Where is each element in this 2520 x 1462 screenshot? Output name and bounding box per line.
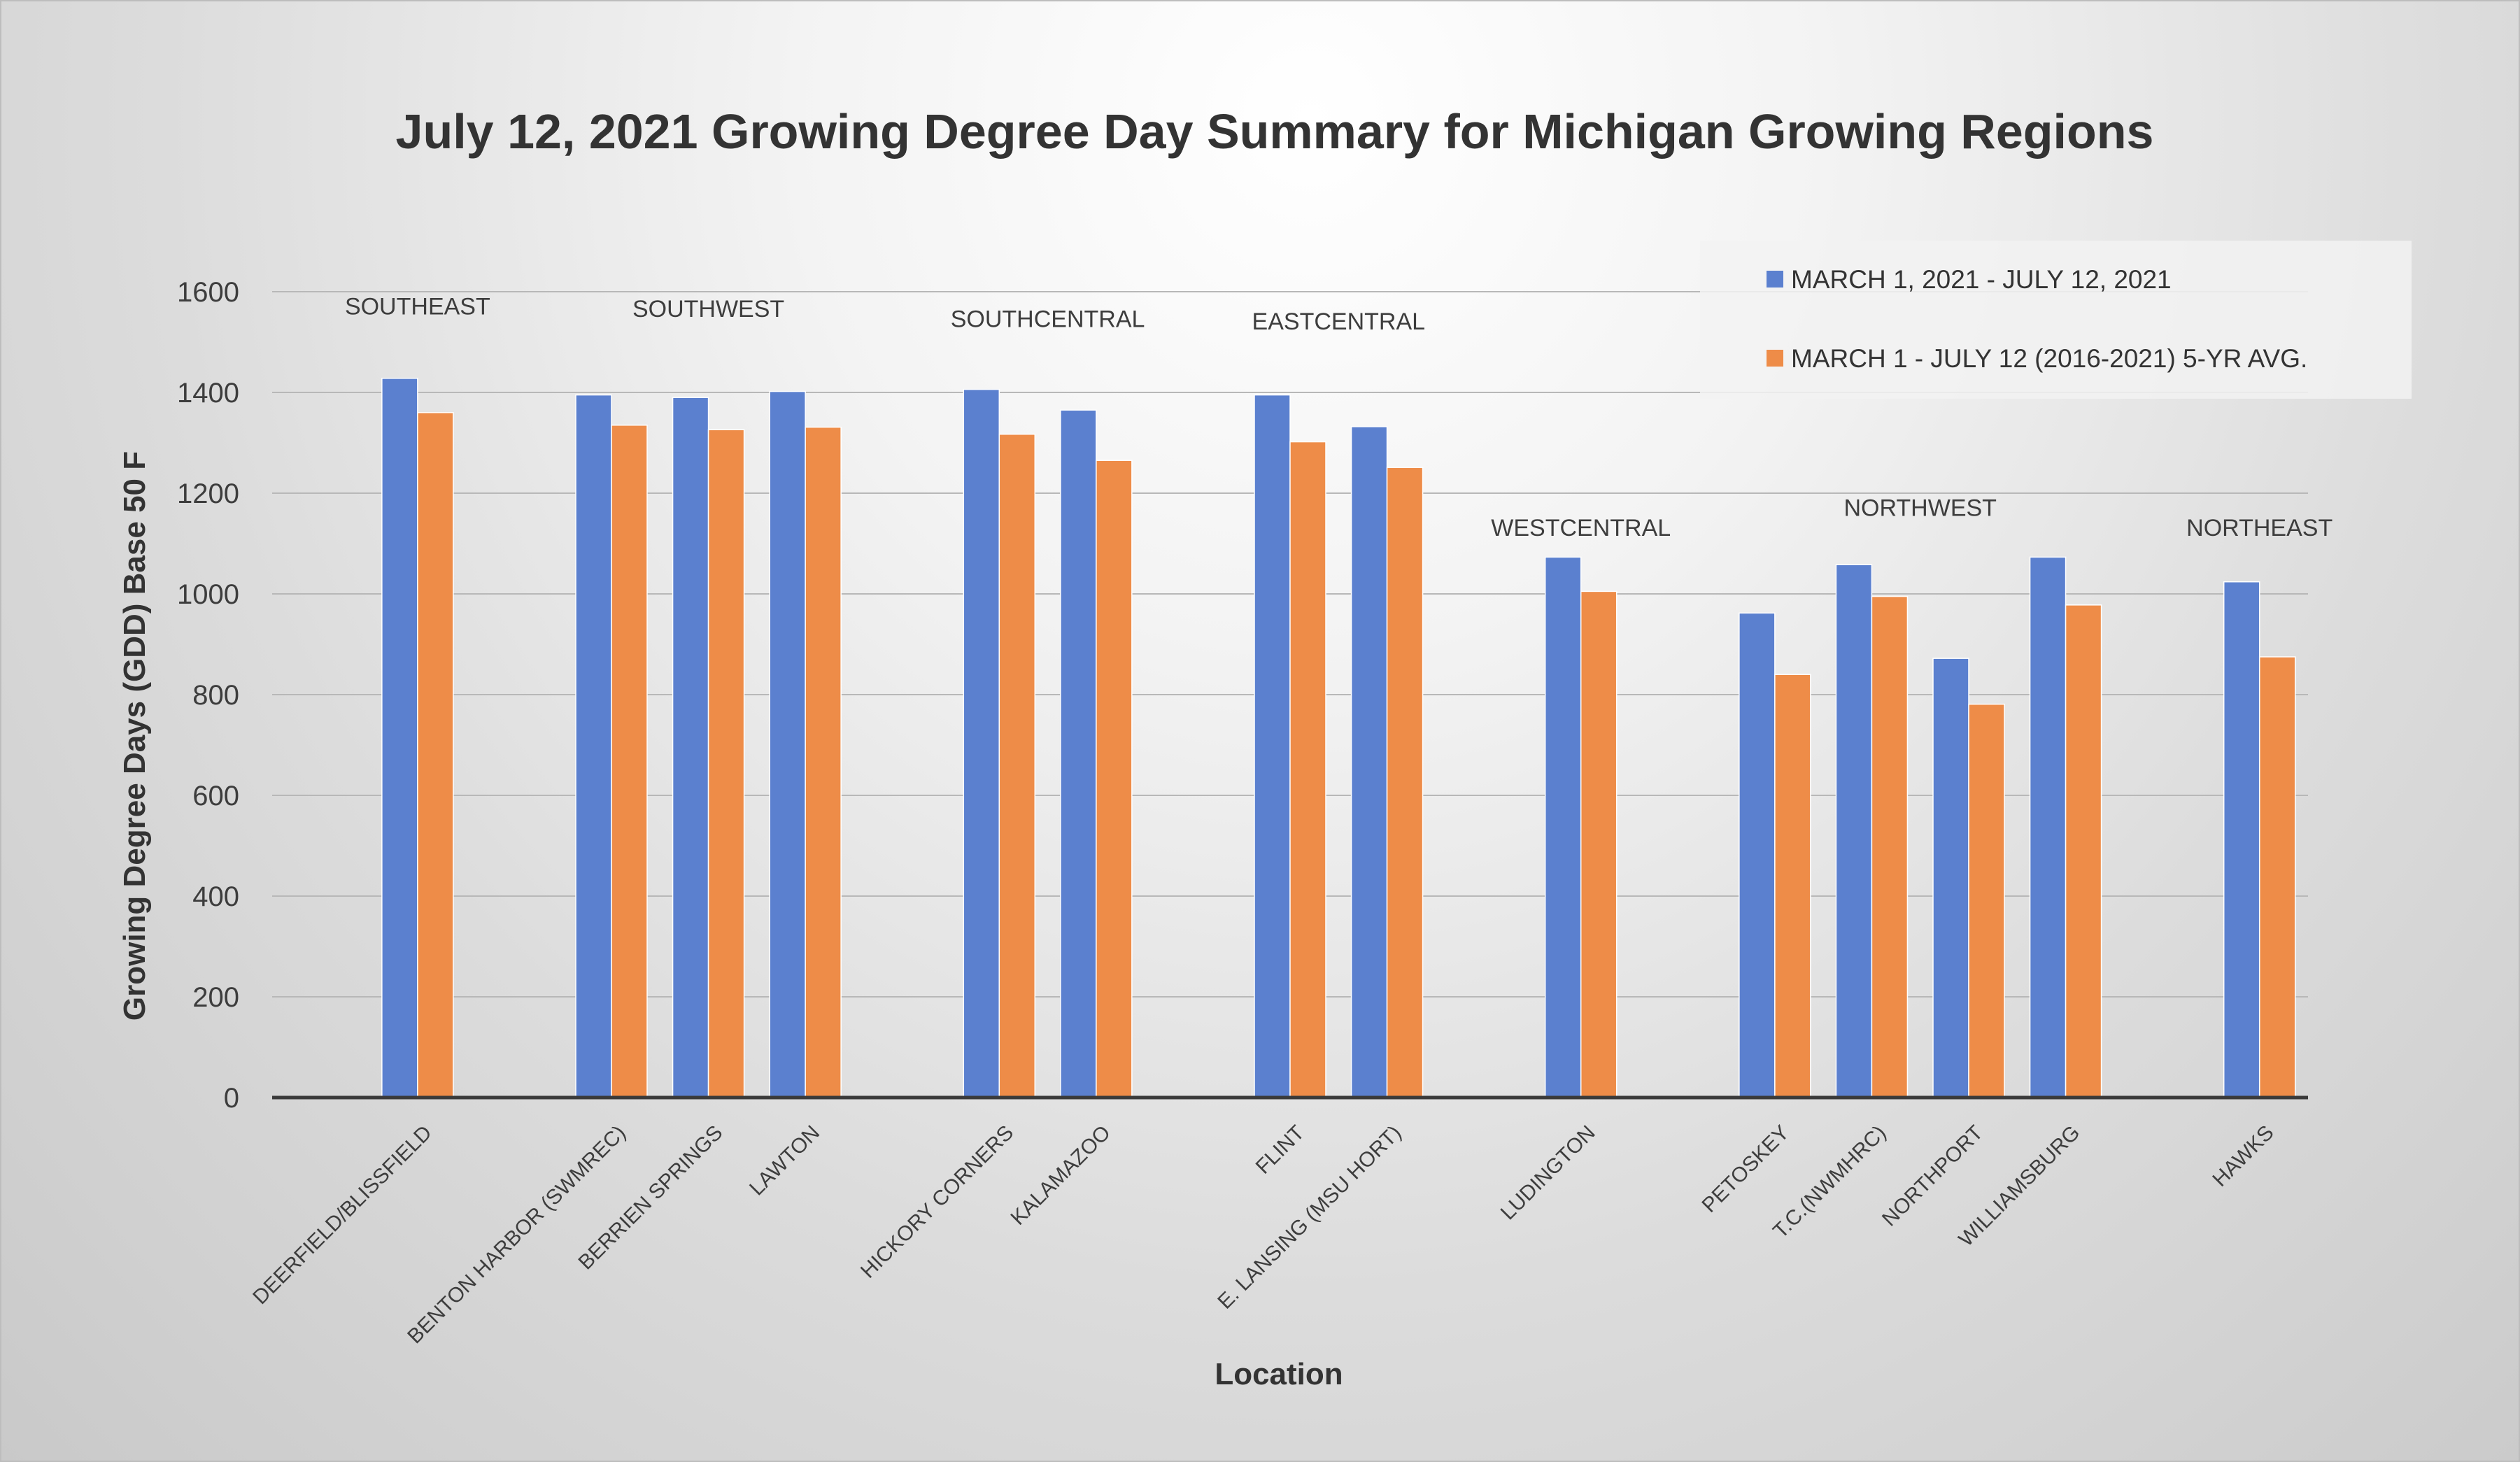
bar-2021 bbox=[2223, 581, 2260, 1098]
category-label: LUDINGTON bbox=[1496, 1121, 1600, 1225]
y-tick-label: 400 bbox=[192, 881, 239, 912]
bar-2021 bbox=[381, 378, 418, 1098]
bar-2021 bbox=[1254, 394, 1291, 1098]
bars bbox=[381, 378, 2296, 1098]
bar-2021 bbox=[1350, 426, 1388, 1098]
bar-2021 bbox=[1739, 612, 1776, 1098]
y-tick-label: 1200 bbox=[177, 478, 239, 509]
bar-5yr-avg bbox=[1580, 590, 1618, 1098]
bar-2021 bbox=[2029, 556, 2067, 1098]
region-labels: SOUTHEAST SOUTHWEST SOUTHCENTRAL EASTCENTRA… bbox=[345, 293, 2333, 541]
bar-2021 bbox=[672, 397, 709, 1098]
legend-box bbox=[1700, 241, 2412, 399]
bar-5yr-avg bbox=[2065, 604, 2102, 1098]
y-tick-label: 1000 bbox=[177, 579, 239, 610]
bar-5yr-avg bbox=[1774, 674, 1811, 1098]
bar-5yr-avg bbox=[611, 425, 648, 1098]
category-label: BENTON HARBOR (SWMREC) bbox=[403, 1121, 630, 1349]
bar-2021 bbox=[1060, 409, 1097, 1098]
category-label: FLINT bbox=[1252, 1121, 1309, 1179]
category-label: NORTHPORT bbox=[1878, 1121, 1988, 1231]
region-label: WESTCENTRAL bbox=[1491, 515, 1671, 541]
legend-swatch-5yr-avg bbox=[1767, 350, 1783, 367]
legend-label-2021: MARCH 1, 2021 - JULY 12, 2021 bbox=[1791, 265, 2172, 294]
region-label: NORTHWEST bbox=[1843, 495, 1996, 521]
region-label: SOUTHEAST bbox=[345, 293, 490, 320]
legend-swatch-2021 bbox=[1767, 271, 1783, 288]
region-label: SOUTHCENTRAL bbox=[951, 306, 1145, 332]
category-label: KALAMAZOO bbox=[1006, 1121, 1114, 1230]
legend-label-5yr-avg: MARCH 1 - JULY 12 (2016-2021) 5-YR AVG. bbox=[1791, 344, 2307, 373]
bar-5yr-avg bbox=[2258, 656, 2296, 1098]
y-axis-title: Growing Degree Days (GDD) Base 50 F bbox=[118, 451, 152, 1021]
category-label: LAWTON bbox=[745, 1121, 824, 1200]
bar-5yr-avg bbox=[1968, 703, 2005, 1098]
bar-2021 bbox=[963, 388, 1000, 1098]
y-tick-label: 0 bbox=[224, 1083, 239, 1114]
category-label: HAWKS bbox=[2208, 1121, 2278, 1191]
bar-5yr-avg bbox=[1289, 441, 1326, 1098]
y-tick-label: 200 bbox=[192, 982, 239, 1013]
category-label: HICKORY CORNERS bbox=[856, 1121, 1018, 1283]
x-axis-title: Location bbox=[1215, 1357, 1343, 1391]
legend: MARCH 1, 2021 - JULY 12, 2021 MARCH 1 - … bbox=[1700, 241, 2412, 399]
bar-5yr-avg bbox=[1871, 595, 1909, 1098]
bar-5yr-avg bbox=[1386, 467, 1424, 1098]
bar-2021 bbox=[769, 390, 806, 1098]
y-tick-labels: 0 200 400 600 800 1000 1200 1400 1600 bbox=[177, 277, 239, 1114]
bar-2021 bbox=[575, 394, 612, 1098]
bar-5yr-avg bbox=[998, 434, 1036, 1098]
bar-2021 bbox=[1932, 658, 1969, 1098]
y-tick-label: 1600 bbox=[177, 277, 239, 308]
y-tick-label: 1400 bbox=[177, 378, 239, 409]
category-label: E. LANSING (MSU HORT) bbox=[1213, 1121, 1406, 1314]
y-tick-label: 800 bbox=[192, 680, 239, 711]
bar-2021 bbox=[1544, 556, 1582, 1098]
category-label: PETOSKEY bbox=[1697, 1121, 1793, 1217]
region-label: SOUTHWEST bbox=[632, 296, 784, 322]
bar-5yr-avg bbox=[805, 426, 842, 1098]
category-label: DEERFIELD/BLISSFIELD bbox=[248, 1121, 437, 1310]
bar-5yr-avg bbox=[1096, 460, 1133, 1098]
bar-5yr-avg bbox=[707, 429, 745, 1098]
bar-2021 bbox=[1835, 564, 1873, 1098]
bar-5yr-avg bbox=[417, 412, 454, 1098]
chart-title: July 12, 2021 Growing Degree Day Summary… bbox=[396, 104, 2154, 159]
region-label: NORTHEAST bbox=[2186, 515, 2333, 541]
y-tick-label: 600 bbox=[192, 781, 239, 811]
region-label: EASTCENTRAL bbox=[1252, 308, 1426, 335]
